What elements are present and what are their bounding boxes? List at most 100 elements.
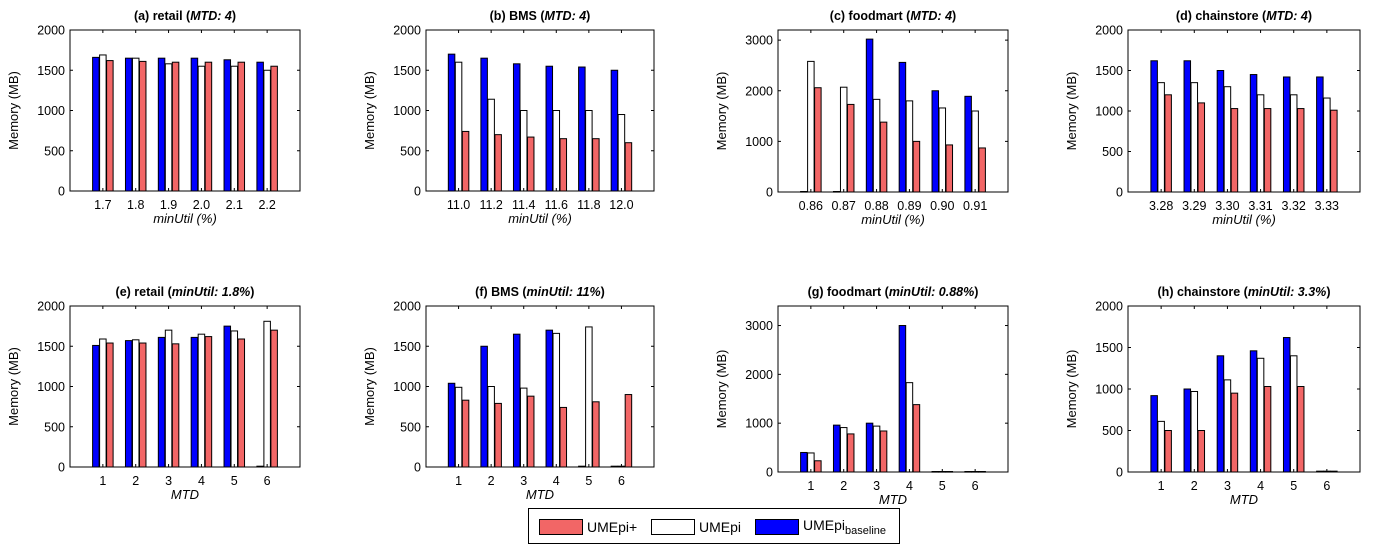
- bar-umepi-2: [487, 98, 495, 192]
- plot-frame: [425, 29, 655, 192]
- plot-frame: [69, 29, 301, 192]
- y-tick-label: 0: [414, 185, 421, 199]
- bar-umepi-plus-1: [461, 130, 470, 192]
- chart-title: (f) BMS (minUtil: 11%): [475, 285, 605, 299]
- y-tick-label: 500: [44, 144, 65, 158]
- y-tick-label: 1000: [37, 104, 65, 118]
- bar-umepi-baseline-3: [157, 336, 166, 468]
- x-tick-label: 4: [198, 474, 205, 488]
- bar-umepi-baseline-4: [1249, 350, 1258, 473]
- y-tick-label: 1000: [393, 104, 421, 118]
- bar-umepi-plus-2: [1197, 102, 1206, 193]
- chart-title: (e) retail (minUtil: 1.8%): [116, 285, 255, 299]
- bar-umepi-baseline-6: [964, 95, 972, 193]
- y-tick-label: 500: [400, 420, 421, 434]
- bar-umepi-1: [99, 54, 107, 192]
- bar-umepi-baseline-5: [223, 59, 232, 192]
- x-axis-label: MTD: [171, 487, 199, 502]
- bar-umepi-3: [519, 387, 528, 468]
- bar-umepi-2: [131, 57, 140, 192]
- bar-umepi-baseline-4: [545, 65, 554, 192]
- x-tick-label: 3: [1224, 479, 1231, 493]
- y-tick-label: 3000: [745, 319, 773, 333]
- chart-title: (d) chainstore (MTD: 4): [1176, 9, 1312, 23]
- bar-umepi-baseline-2: [1183, 388, 1192, 473]
- bar-umepi-4: [1256, 94, 1265, 193]
- bar-umepi-plus-6: [270, 329, 278, 468]
- bar-umepi-baseline-4: [898, 325, 907, 473]
- x-tick-label: 2: [132, 474, 139, 488]
- x-tick-label: 12.0: [609, 198, 633, 212]
- y-tick-label: 0: [58, 461, 65, 475]
- y-tick-label: 2000: [393, 24, 421, 38]
- bar-umepi-6: [971, 110, 979, 193]
- bar-umepi-plus-6: [624, 142, 633, 192]
- bar-umepi-baseline-2: [480, 345, 488, 468]
- legend-swatch-umepi: [651, 519, 695, 535]
- x-tick-label: 2: [1191, 479, 1198, 493]
- x-tick-label: 4: [553, 474, 560, 488]
- bar-umepi-5: [585, 326, 593, 468]
- y-axis-label: Memory (MB): [6, 347, 21, 426]
- bar-umepi-plus-2: [494, 134, 502, 192]
- x-axis-label: MTD: [526, 487, 554, 502]
- x-tick-label: 1.9: [160, 198, 177, 212]
- bar-umepi-4: [905, 100, 914, 193]
- y-tick-label: 1500: [1095, 64, 1123, 78]
- legend-swatch-umepi-baseline: [755, 519, 799, 535]
- bar-umepi-plus-5: [1296, 108, 1305, 193]
- x-tick-label: 6: [972, 479, 979, 493]
- bar-umepi-plus-4: [1263, 386, 1272, 473]
- y-tick-label: 2000: [37, 300, 65, 314]
- bar-umepi-plus-6: [978, 147, 986, 193]
- bar-umepi-5: [230, 330, 239, 468]
- bar-umepi-plus-4: [204, 61, 213, 192]
- bar-umepi-baseline-2: [1183, 60, 1192, 193]
- chart-title: (g) foodmart (minUtil: 0.88%): [808, 285, 979, 299]
- bar-umepi-baseline-3: [512, 333, 521, 468]
- x-tick-label: 2: [488, 474, 495, 488]
- bar-umepi-4: [1256, 357, 1265, 473]
- chart-e: (e) retail (minUtil: 1.8%) 1 2 3 4 5 6 0 500 1000…: [6, 285, 301, 502]
- bar-umepi-baseline-1: [800, 451, 808, 473]
- bar-umepi-plus-3: [526, 395, 535, 468]
- bar-umepi-plus-6: [624, 394, 633, 468]
- bar-umepi-plus-2: [138, 60, 147, 192]
- bar-umepi-plus-4: [559, 406, 568, 468]
- y-tick-label: 1500: [393, 64, 421, 78]
- x-tick-label: 4: [906, 479, 913, 493]
- bar-umepi-2: [1190, 390, 1199, 473]
- legend-label-umepi-baseline-sub: baseline: [845, 524, 886, 537]
- x-tick-label: 0.88: [864, 199, 888, 213]
- y-tick-label: 0: [766, 466, 773, 480]
- x-tick-label: 3: [873, 479, 880, 493]
- chart-title: (a) retail (MTD: 4): [134, 9, 236, 23]
- figure-canvas: (a) retail (MTD: 4)1.7 1.8 1.9 2.0 2.1 2.2050…: [6, 9, 1361, 504]
- y-tick-label: 2000: [37, 24, 65, 38]
- bar-umepi-plus-4: [204, 336, 213, 468]
- x-axis-label: minUtil (%): [153, 211, 217, 226]
- bar-umepi-5: [1289, 94, 1298, 193]
- bar-umepi-plus-3: [1230, 392, 1239, 473]
- x-tick-label: 6: [1323, 479, 1330, 493]
- x-tick-label: 11.8: [577, 198, 600, 212]
- bar-umepi-2: [131, 339, 140, 468]
- x-tick-label: 0.91: [963, 199, 987, 213]
- legend-label-umepi-baseline: UMEpi: [803, 517, 846, 534]
- bar-umepi-4: [905, 382, 914, 473]
- bar-umepi-baseline-3: [512, 63, 521, 192]
- bar-umepi-1: [454, 61, 463, 192]
- bar-umepi-3: [1223, 379, 1232, 473]
- x-axis-label: minUtil (%): [508, 211, 572, 226]
- bar-umepi-plus-1: [461, 399, 470, 468]
- x-tick-label: 1: [455, 474, 462, 488]
- bar-umepi-4: [552, 332, 561, 468]
- x-tick-label: 5: [585, 474, 592, 488]
- bar-umepi-baseline-4: [898, 61, 907, 193]
- chart-f: (f) BMS (minUtil: 11%) 1 2 3 4 5 6 0 500 1000 1500…: [362, 285, 655, 502]
- y-tick-label: 500: [1102, 424, 1123, 438]
- x-tick-label: 2.1: [226, 198, 243, 212]
- x-axis-label: minUtil (%): [1212, 212, 1276, 227]
- bar-umepi-3: [1223, 86, 1232, 193]
- bar-umepi-3: [519, 110, 528, 192]
